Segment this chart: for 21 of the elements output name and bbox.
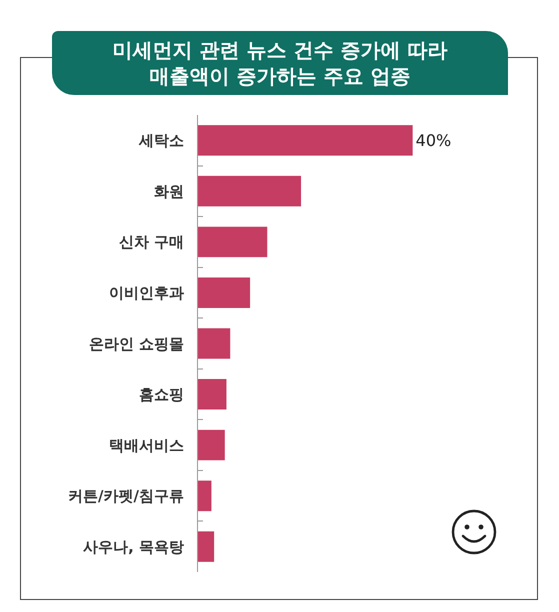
y-tick-label: 온라인 쇼핑몰 — [88, 334, 184, 353]
y-tick-label: 택배서비스 — [109, 436, 184, 454]
bar — [198, 125, 413, 156]
bar — [198, 176, 302, 206]
title-banner: 미세먼지 관련 뉴스 건수 증가에 따라 매출액이 증가하는 주요 업종 — [52, 31, 508, 95]
data-label: 40% — [416, 130, 452, 150]
y-tick-label: 화원 — [154, 182, 184, 200]
bar — [198, 277, 250, 308]
bar — [198, 226, 268, 258]
chart-title: 미세먼지 관련 뉴스 건수 증가에 따라 매출액이 증가하는 주요 업종 — [112, 37, 448, 89]
y-tick-label: 커튼/카펫/침구류 — [68, 487, 184, 506]
bar — [198, 430, 225, 460]
bar — [198, 328, 230, 359]
bar — [198, 379, 226, 410]
y-tick-label: 세탁소 — [138, 132, 184, 150]
y-tick-label: 홈쇼핑 — [139, 386, 184, 404]
bar — [198, 480, 212, 512]
y-tick-label: 이비인후과 — [109, 284, 184, 302]
y-tick-label: 사우나, 목욕탕 — [83, 538, 184, 556]
y-tick-label: 신차 구매 — [118, 233, 184, 252]
bar — [198, 531, 214, 562]
